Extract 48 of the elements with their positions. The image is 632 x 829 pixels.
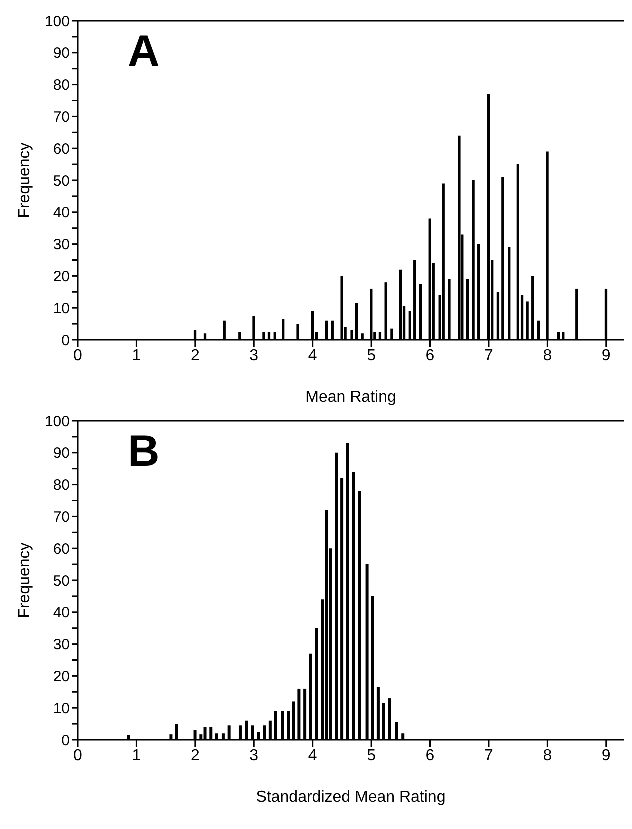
x-tick-label: 8 (543, 347, 552, 364)
x-axis-title: Standardized Mean Rating (256, 789, 446, 806)
y-tick-label: 80 (53, 77, 70, 94)
x-tick-label: 9 (602, 747, 611, 764)
x-tick-label: 6 (426, 747, 435, 764)
x-tick-label: 0 (74, 747, 83, 764)
x-tick-label: 4 (308, 347, 318, 364)
chart-title: A (128, 27, 160, 76)
y-tick-label: 20 (53, 668, 70, 686)
x-axis-title: Mean Rating (306, 389, 396, 406)
y-tick-label: 0 (62, 732, 70, 750)
x-tick-label: 5 (367, 747, 376, 764)
x-tick-label: 2 (190, 747, 200, 764)
x-tick-label: 5 (367, 347, 376, 364)
y-tick-label: 70 (53, 109, 70, 126)
y-tick-label: 10 (53, 300, 70, 318)
x-tick-label: 3 (250, 347, 259, 364)
x-tick-label: 0 (74, 347, 83, 364)
x-tick-label: 8 (543, 747, 552, 764)
x-tick-label: 3 (250, 747, 259, 764)
y-tick-label: 40 (53, 204, 70, 222)
y-tick-label: 80 (53, 477, 70, 494)
x-tick-label: 7 (484, 747, 494, 764)
y-tick-label: 30 (53, 636, 70, 654)
y-tick-label: 30 (53, 236, 70, 254)
x-tick-label: 6 (426, 347, 435, 364)
x-tick-label: 1 (132, 747, 142, 764)
y-tick-label: 90 (53, 445, 70, 462)
y-tick-label: 50 (53, 172, 70, 190)
x-tick-label: 4 (308, 747, 318, 764)
y-tick-label: 0 (62, 332, 70, 350)
y-tick-label: 40 (53, 604, 70, 622)
y-tick-label: 70 (53, 509, 70, 526)
y-tick-label: 90 (53, 45, 70, 62)
y-tick-label: 100 (44, 413, 70, 430)
y-tick-label: 60 (53, 140, 70, 158)
x-tick-label: 1 (132, 347, 142, 364)
y-axis-title: Frequency (16, 542, 34, 618)
y-tick-label: 100 (44, 13, 70, 30)
x-tick-label: 2 (190, 347, 200, 364)
x-tick-label: 7 (484, 347, 494, 364)
y-axis-title: Frequency (16, 142, 34, 218)
x-tick-label: 9 (602, 347, 611, 364)
y-tick-label: 20 (53, 268, 70, 286)
y-tick-label: 50 (53, 572, 70, 590)
y-tick-label: 10 (53, 700, 70, 718)
chart-title: B (128, 427, 160, 476)
y-tick-label: 60 (53, 540, 70, 558)
